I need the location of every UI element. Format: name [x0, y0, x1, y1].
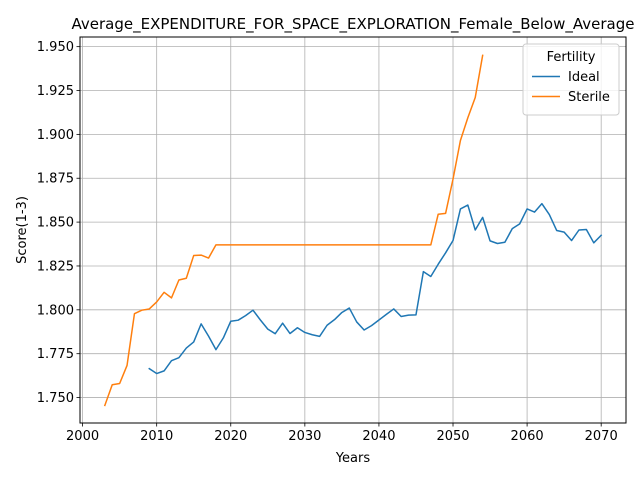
plot-frame: [79, 36, 627, 424]
series-line-ideal: [148, 202, 603, 375]
legend-entry-sterile: Sterile: [568, 90, 610, 105]
x-tick-label: 2010: [140, 429, 173, 444]
y-tick-label: 1.925: [37, 84, 74, 99]
legend-entry-ideal: Ideal: [568, 70, 600, 85]
y-tick-label: 1.800: [37, 303, 74, 318]
x-tick-label: 2000: [66, 429, 99, 444]
x-tick-label: 2030: [288, 429, 321, 444]
x-tick-label: 2040: [362, 429, 395, 444]
y-tick-label: 1.875: [37, 172, 74, 187]
x-tick-label: 2060: [511, 429, 544, 444]
x-axis-label: Years: [335, 451, 371, 466]
legend-title: Fertility: [547, 50, 596, 65]
x-tick-label: 2020: [214, 429, 247, 444]
series-lines: [103, 54, 603, 407]
y-tick-label: 1.950: [37, 40, 74, 55]
series-line-sterile: [103, 54, 484, 407]
legend: Fertility Ideal Sterile: [522, 43, 620, 116]
y-tick-label: 1.850: [37, 216, 74, 231]
chart-title: Average_EXPENDITURE_FOR_SPACE_EXPLORATIO…: [72, 15, 635, 34]
y-tick-label: 1.825: [37, 259, 74, 274]
y-tick-label: 1.775: [37, 347, 74, 362]
axis-ticks: 2000 2010 2020 2030 2040 2050 2060 2070 1.750 1.7…: [37, 40, 618, 444]
x-tick-label: 2070: [585, 429, 618, 444]
y-tick-label: 1.750: [37, 391, 74, 406]
y-axis-label: Score(1-3): [15, 196, 30, 264]
y-tick-label: 1.900: [37, 128, 74, 143]
x-tick-label: 2050: [436, 429, 469, 444]
